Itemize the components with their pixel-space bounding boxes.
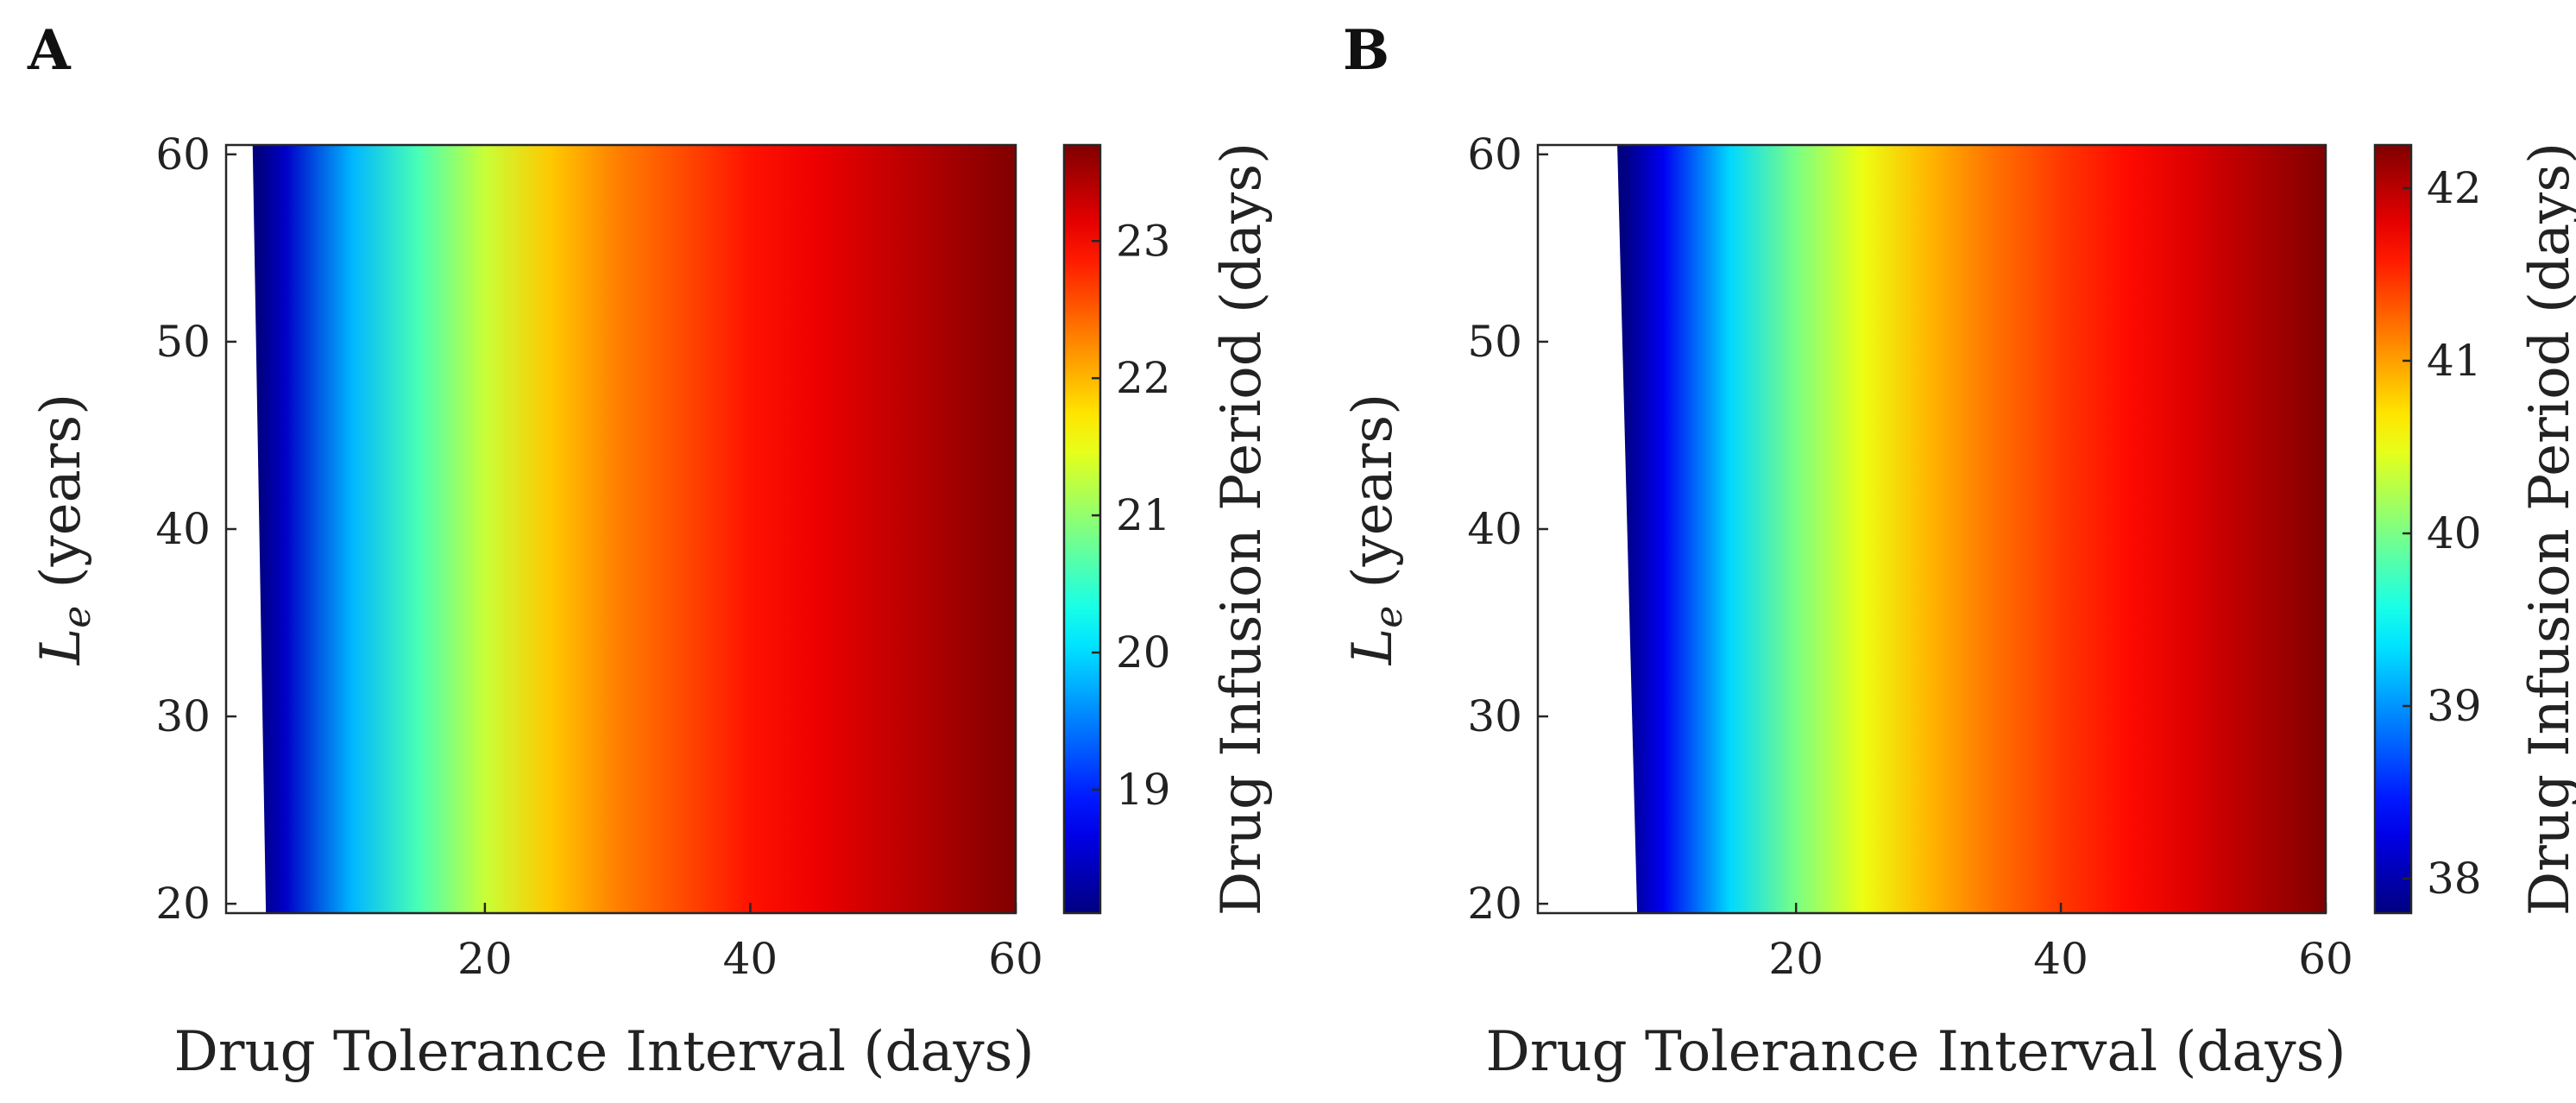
panel-b-x-axis-title: Drug Tolerance Interval (days) — [1486, 1020, 2346, 1084]
x-tick-label: 60 — [2298, 934, 2353, 984]
panel-a-heatmap — [226, 145, 1016, 913]
colorbar-tick-label: 38 — [2427, 854, 2482, 904]
panel-a-y-axis-spacer — [29, 588, 93, 605]
y-tick-label: 50 — [155, 317, 211, 367]
y-tick-label: 50 — [1467, 317, 1522, 367]
colorbar-tick-label: 21 — [1116, 490, 1171, 540]
panel-b-y-ticks: 20 30 40 50 60 — [1467, 129, 1548, 929]
panel-a-y-axis-title: Le (years) — [29, 394, 99, 665]
colorbar-tick-label: 42 — [2427, 163, 2482, 213]
panel-a-colorbar-title: Drug Infusion Period (days) — [1210, 142, 1274, 916]
panel-b-heatmap — [1538, 145, 2326, 913]
panel-b-y-axis-subscript: e — [1367, 606, 1411, 628]
panel-a-y-axis-symbol: L — [29, 628, 93, 666]
panel-b-y-axis-title: Le (years) — [1341, 394, 1411, 665]
panel-b-undefined-region — [1538, 145, 1638, 913]
colorbar-tick-label: 20 — [1116, 627, 1171, 678]
panel-b-colorbar-title: Drug Infusion Period (days) — [2518, 142, 2576, 916]
colorbar-tick-label: 19 — [1116, 765, 1171, 815]
x-tick-label: 20 — [457, 934, 513, 984]
panel-a-colorbar-ticks: 19 20 21 22 23 — [1092, 216, 1171, 815]
colorbar-tick-label: 23 — [1116, 216, 1171, 266]
panel-a: A 20 40 60 20 30 40 50 60 Drug Tolerance Inter… — [27, 18, 1274, 1084]
panel-b-colorbar — [2375, 145, 2411, 913]
panel-a-y-ticks: 20 30 40 50 60 — [155, 129, 236, 929]
panel-a-colorbar-frame — [1062, 143, 1102, 915]
panel-a-colorbar — [1064, 145, 1100, 913]
y-tick-label: 60 — [155, 129, 211, 180]
colorbar-tick-label: 40 — [2427, 508, 2482, 558]
y-tick-label: 60 — [1467, 129, 1522, 180]
panel-a-label: A — [27, 18, 72, 83]
panel-b-y-axis-unit: (years) — [1341, 394, 1405, 589]
panel-b-y-axis-symbol: L — [1341, 628, 1405, 666]
colorbar-tick-label: 41 — [2427, 336, 2482, 386]
panel-b-label: B — [1343, 18, 1389, 83]
y-tick-label: 40 — [155, 504, 211, 554]
panel-b: B 20 40 60 20 30 40 50 60 Drug Tolerance Inter… — [1341, 18, 2576, 1084]
panel-a-undefined-region — [226, 145, 267, 913]
x-tick-label: 40 — [2033, 934, 2088, 984]
x-tick-label: 20 — [1768, 934, 1823, 984]
panel-b-y-axis-spacer — [1341, 588, 1405, 605]
x-tick-label: 60 — [988, 934, 1043, 984]
y-tick-label: 40 — [1467, 504, 1522, 554]
panel-a-x-axis-title: Drug Tolerance Interval (days) — [174, 1020, 1035, 1084]
y-tick-label: 20 — [155, 879, 211, 929]
y-tick-label: 30 — [155, 691, 211, 741]
panel-b-colorbar-frame — [2373, 143, 2413, 915]
colorbar-tick-label: 39 — [2427, 681, 2482, 731]
panel-a-x-ticks: 20 40 60 — [457, 903, 1043, 984]
panel-b-x-ticks: 20 40 60 — [1768, 903, 2353, 984]
y-tick-label: 20 — [1467, 879, 1522, 929]
colorbar-tick-label: 22 — [1116, 353, 1171, 403]
panel-b-colorbar-ticks: 38 39 40 41 42 — [2403, 163, 2482, 904]
panel-a-y-axis-unit: (years) — [29, 394, 93, 589]
y-tick-label: 30 — [1467, 691, 1522, 741]
panel-a-y-axis-subscript: e — [55, 606, 99, 628]
x-tick-label: 40 — [723, 934, 778, 984]
